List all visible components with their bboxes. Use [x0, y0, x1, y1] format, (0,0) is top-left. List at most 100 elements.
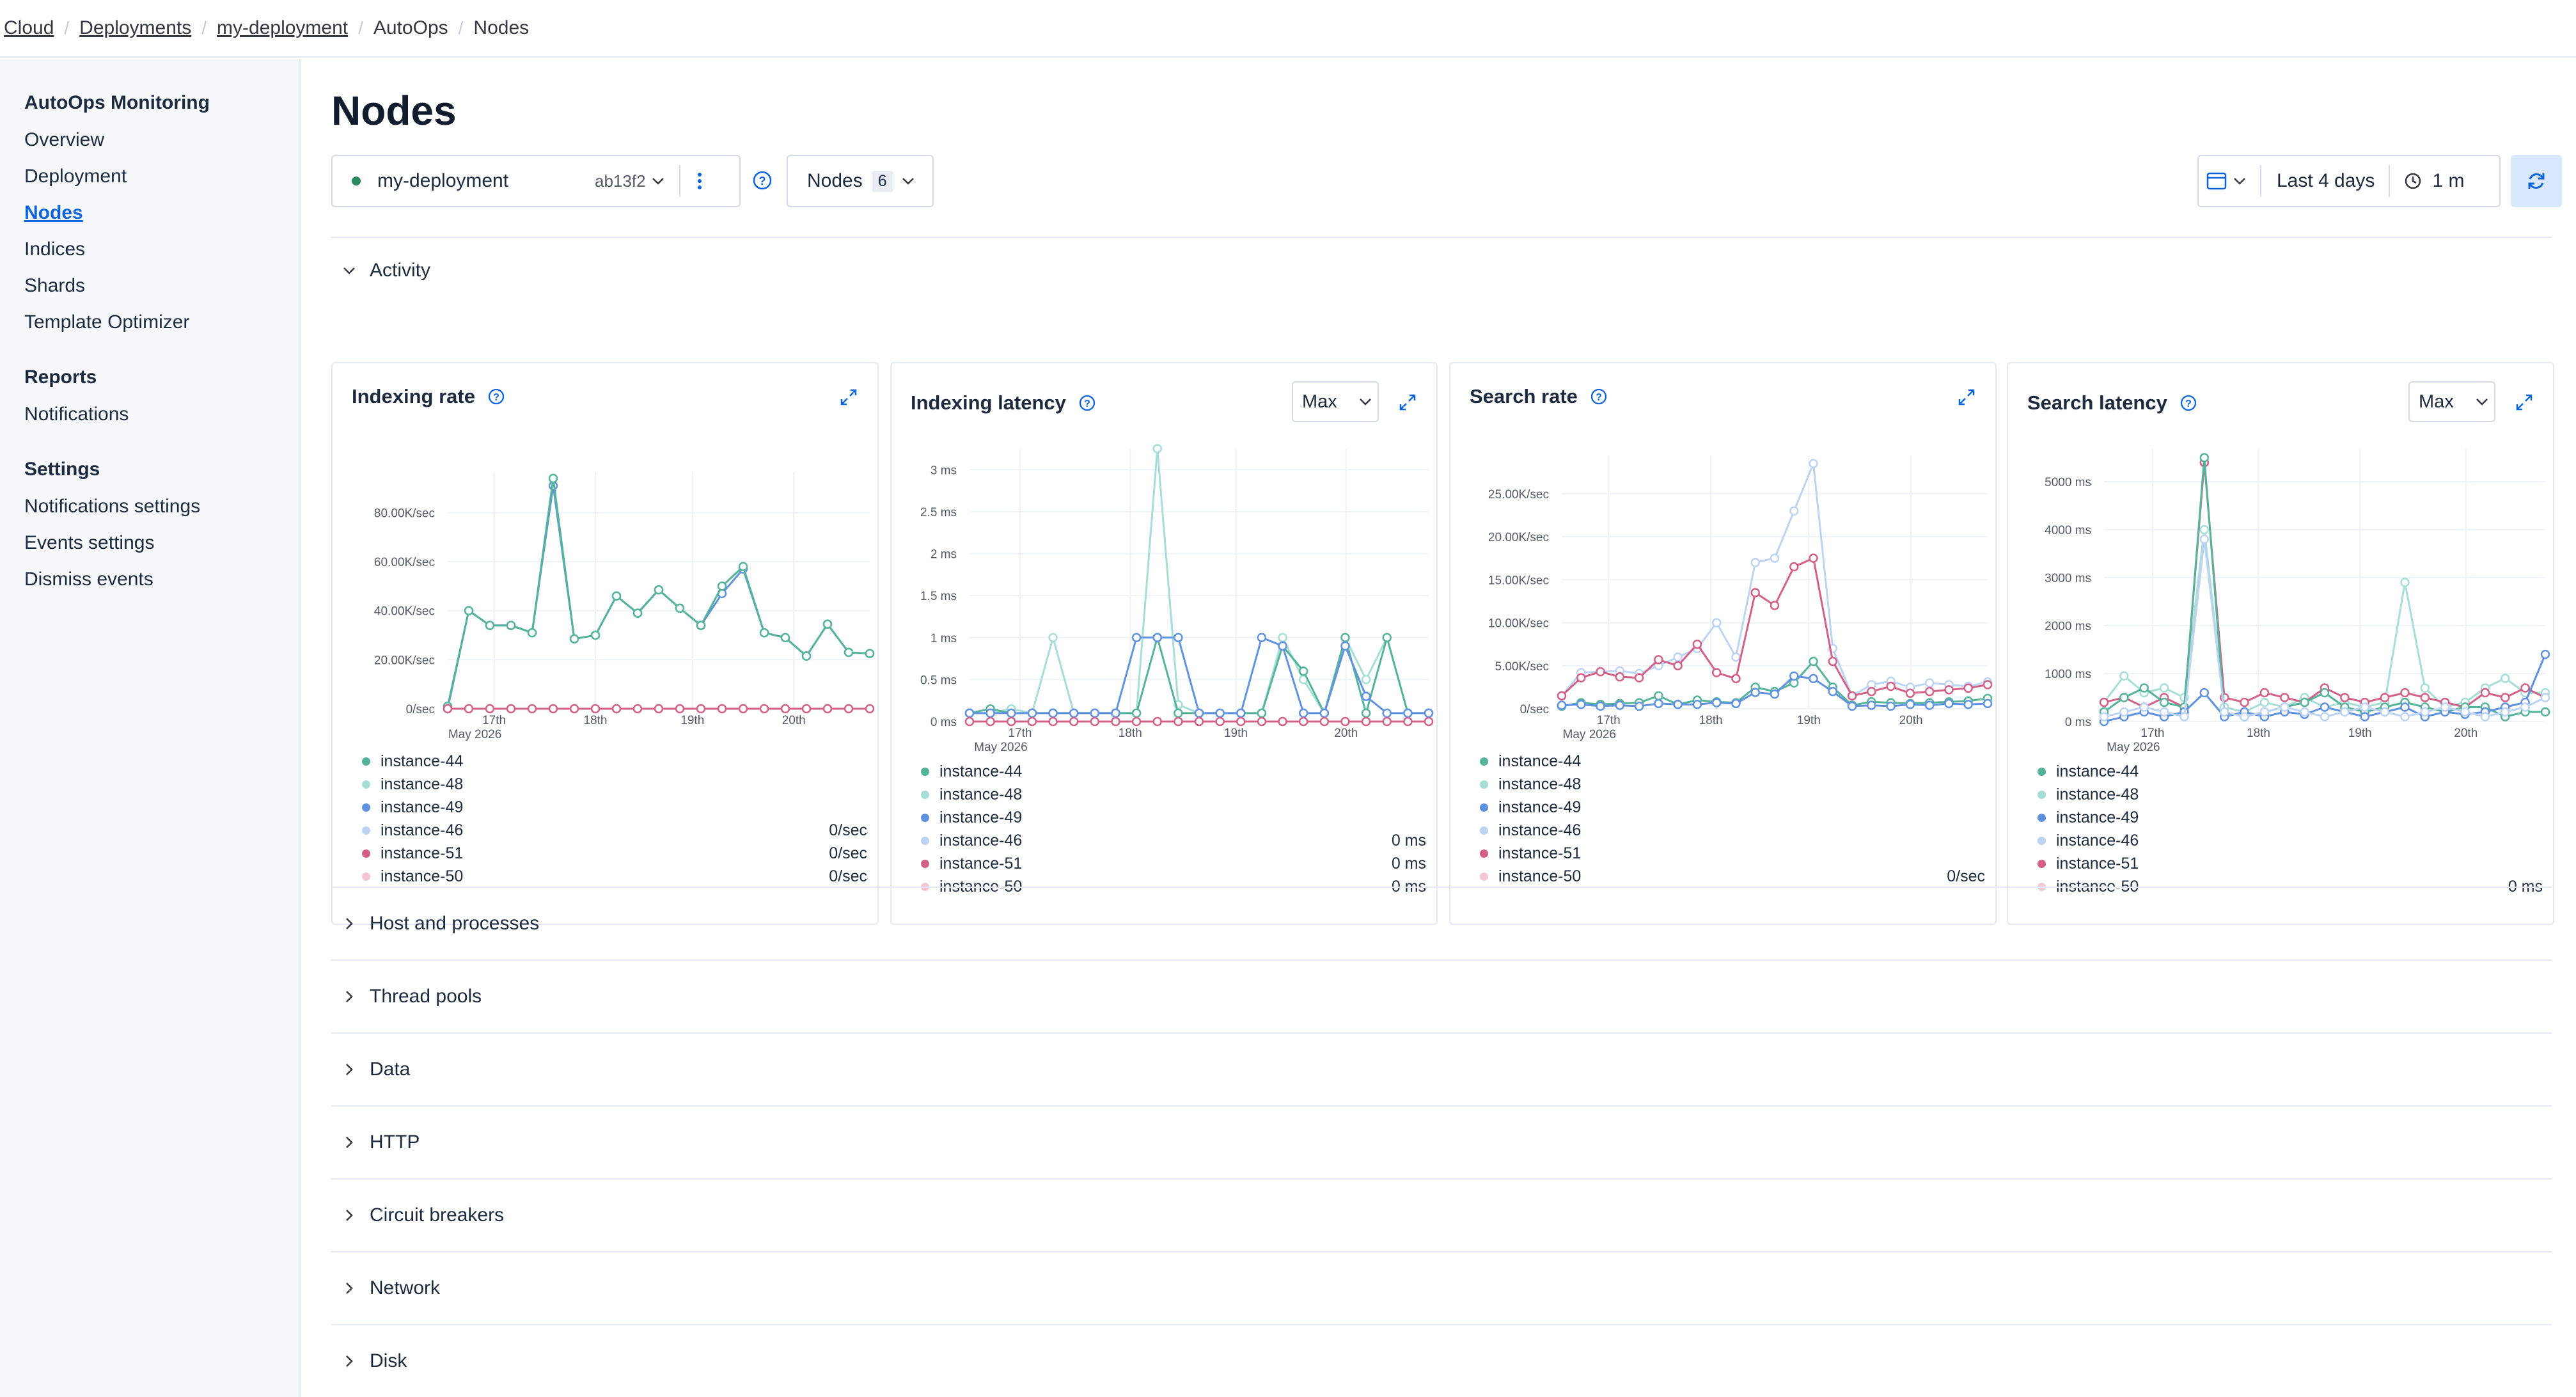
- data-point: [801, 704, 812, 714]
- breadcrumb-deployments[interactable]: Deployments: [79, 17, 192, 38]
- legend-item[interactable]: instance-46 0 ms: [921, 829, 1426, 852]
- breadcrumb-deployment[interactable]: my-deployment: [217, 17, 349, 38]
- help-icon[interactable]: ?: [1589, 387, 1608, 406]
- sidebar-item-template-optimizer[interactable]: Template Optimizer: [24, 312, 190, 333]
- legend-item[interactable]: instance-44: [921, 760, 1426, 783]
- data-point: [2159, 707, 2169, 717]
- y-tick-label: 0 ms: [2065, 716, 2091, 729]
- chart-search-latency: 0 ms 1000 ms 2000 ms 3000 ms 4000 ms 5000 ms 1…: [2045, 449, 2550, 754]
- data-point: [1424, 708, 1434, 718]
- data-point: [2501, 674, 2510, 683]
- legend-item[interactable]: instance-49: [362, 796, 867, 819]
- legend-label: instance-44: [1498, 752, 1582, 770]
- series-line-instance-44: [2103, 457, 2545, 718]
- legend-item[interactable]: instance-50 0 ms: [2038, 875, 2543, 898]
- legend-item[interactable]: instance-48: [921, 783, 1426, 806]
- sidebar-item-nodes[interactable]: Nodes: [24, 202, 83, 223]
- time-range[interactable]: Last 4 days: [2277, 170, 2375, 191]
- data-point: [1634, 701, 1644, 711]
- breadcrumb-cloud[interactable]: Cloud: [4, 17, 54, 38]
- legend-item[interactable]: instance-46 0/sec: [362, 819, 867, 842]
- data-point: [611, 704, 622, 714]
- data-point: [865, 649, 875, 659]
- divider: [2260, 165, 2261, 197]
- legend-item[interactable]: instance-44: [362, 750, 867, 773]
- legend-item[interactable]: instance-49: [1480, 796, 1985, 819]
- legend-item[interactable]: instance-50 0/sec: [362, 865, 867, 888]
- data-point: [1340, 633, 1350, 642]
- x-tick-label: 19th: [1224, 727, 1248, 740]
- y-tick-label: 0.5 ms: [920, 674, 957, 687]
- help-icon[interactable]: ?: [487, 387, 506, 406]
- data-point: [569, 634, 579, 644]
- legend-item[interactable]: instance-44: [2038, 760, 2543, 783]
- data-point: [844, 647, 854, 658]
- deployment-selector[interactable]: my-deployment ab13f2: [331, 155, 741, 207]
- help-icon[interactable]: ?: [751, 169, 774, 192]
- data-point: [1809, 656, 1818, 667]
- section-circuit-breakers[interactable]: Circuit breakers: [331, 1178, 2552, 1251]
- legend-item[interactable]: instance-49: [2038, 806, 2543, 829]
- sidebar-item-notifications[interactable]: Notifications: [24, 404, 129, 425]
- legend-item[interactable]: instance-48: [362, 773, 867, 796]
- expand-icon[interactable]: [838, 386, 860, 408]
- time-picker[interactable]: Last 4 days 1 m: [2197, 155, 2501, 207]
- sidebar-item-deployment[interactable]: Deployment: [24, 166, 127, 187]
- legend-label: instance-44: [2056, 762, 2139, 780]
- legend-label: instance-51: [381, 844, 464, 862]
- legend-item[interactable]: instance-50 0/sec: [1480, 865, 1985, 888]
- calendar-icon[interactable]: [2199, 168, 2256, 194]
- section-data[interactable]: Data: [331, 1032, 2552, 1105]
- legend-item[interactable]: instance-49: [921, 806, 1426, 829]
- data-point: [2259, 707, 2270, 717]
- section-activity[interactable]: Activity: [331, 237, 2552, 303]
- aggregation-select[interactable]: Max: [2408, 381, 2495, 422]
- legend-item[interactable]: instance-46: [2038, 829, 2543, 852]
- expand-icon[interactable]: [2513, 391, 2535, 413]
- sidebar-item-dismiss-events[interactable]: Dismiss events: [24, 569, 153, 590]
- legend-item[interactable]: instance-44: [1480, 750, 1985, 773]
- legend-item[interactable]: instance-48: [1480, 773, 1985, 796]
- legend-item[interactable]: instance-48: [2038, 783, 2543, 806]
- data-point: [527, 704, 537, 714]
- kebab-menu-icon[interactable]: [680, 168, 719, 194]
- legend-item[interactable]: instance-51 0/sec: [362, 842, 867, 865]
- data-point: [1382, 633, 1392, 642]
- data-point: [2099, 712, 2109, 722]
- page-title: Nodes: [331, 88, 457, 134]
- y-tick-label: 3000 ms: [2045, 572, 2091, 585]
- data-point: [1048, 708, 1058, 718]
- refresh-interval[interactable]: 1 m: [2432, 170, 2465, 191]
- legend-swatch: [1480, 872, 1488, 881]
- legend-item[interactable]: instance-51: [1480, 842, 1985, 865]
- sidebar-item-indices[interactable]: Indices: [24, 239, 86, 260]
- legend-swatch: [2038, 767, 2046, 776]
- data-point: [865, 704, 875, 714]
- data-point: [1809, 459, 1818, 468]
- chevron-down-icon: [343, 267, 355, 274]
- help-icon[interactable]: ?: [2179, 393, 2198, 413]
- refresh-button[interactable]: [2511, 155, 2562, 207]
- section-thread-pools[interactable]: Thread pools: [331, 959, 2552, 1032]
- data-point: [2320, 712, 2330, 722]
- section-network[interactable]: Network: [331, 1251, 2552, 1324]
- legend-item[interactable]: instance-51 0 ms: [921, 852, 1426, 875]
- section-http[interactable]: HTTP: [331, 1105, 2552, 1178]
- legend-item[interactable]: instance-46: [1480, 819, 1985, 842]
- sidebar-item-shards[interactable]: Shards: [24, 275, 86, 296]
- nodes-filter[interactable]: Nodes 6: [787, 155, 934, 207]
- aggregation-select[interactable]: Max: [1292, 381, 1379, 422]
- sidebar-item-overview[interactable]: Overview: [24, 129, 105, 150]
- help-icon[interactable]: ?: [1078, 393, 1097, 413]
- sidebar-item-events-settings[interactable]: Events settings: [24, 532, 155, 553]
- data-point: [1905, 688, 1915, 698]
- expand-icon[interactable]: [1397, 391, 1418, 413]
- section-host-and-processes[interactable]: Host and processes: [331, 887, 2552, 959]
- data-point: [2280, 693, 2289, 702]
- expand-icon[interactable]: [1956, 386, 1977, 408]
- section-disk[interactable]: Disk: [331, 1324, 2552, 1397]
- data-point: [2139, 702, 2149, 712]
- sidebar-item-notifications-settings[interactable]: Notifications settings: [24, 496, 201, 517]
- legend-item[interactable]: instance-51: [2038, 852, 2543, 875]
- legend-item[interactable]: instance-50 0 ms: [921, 875, 1426, 898]
